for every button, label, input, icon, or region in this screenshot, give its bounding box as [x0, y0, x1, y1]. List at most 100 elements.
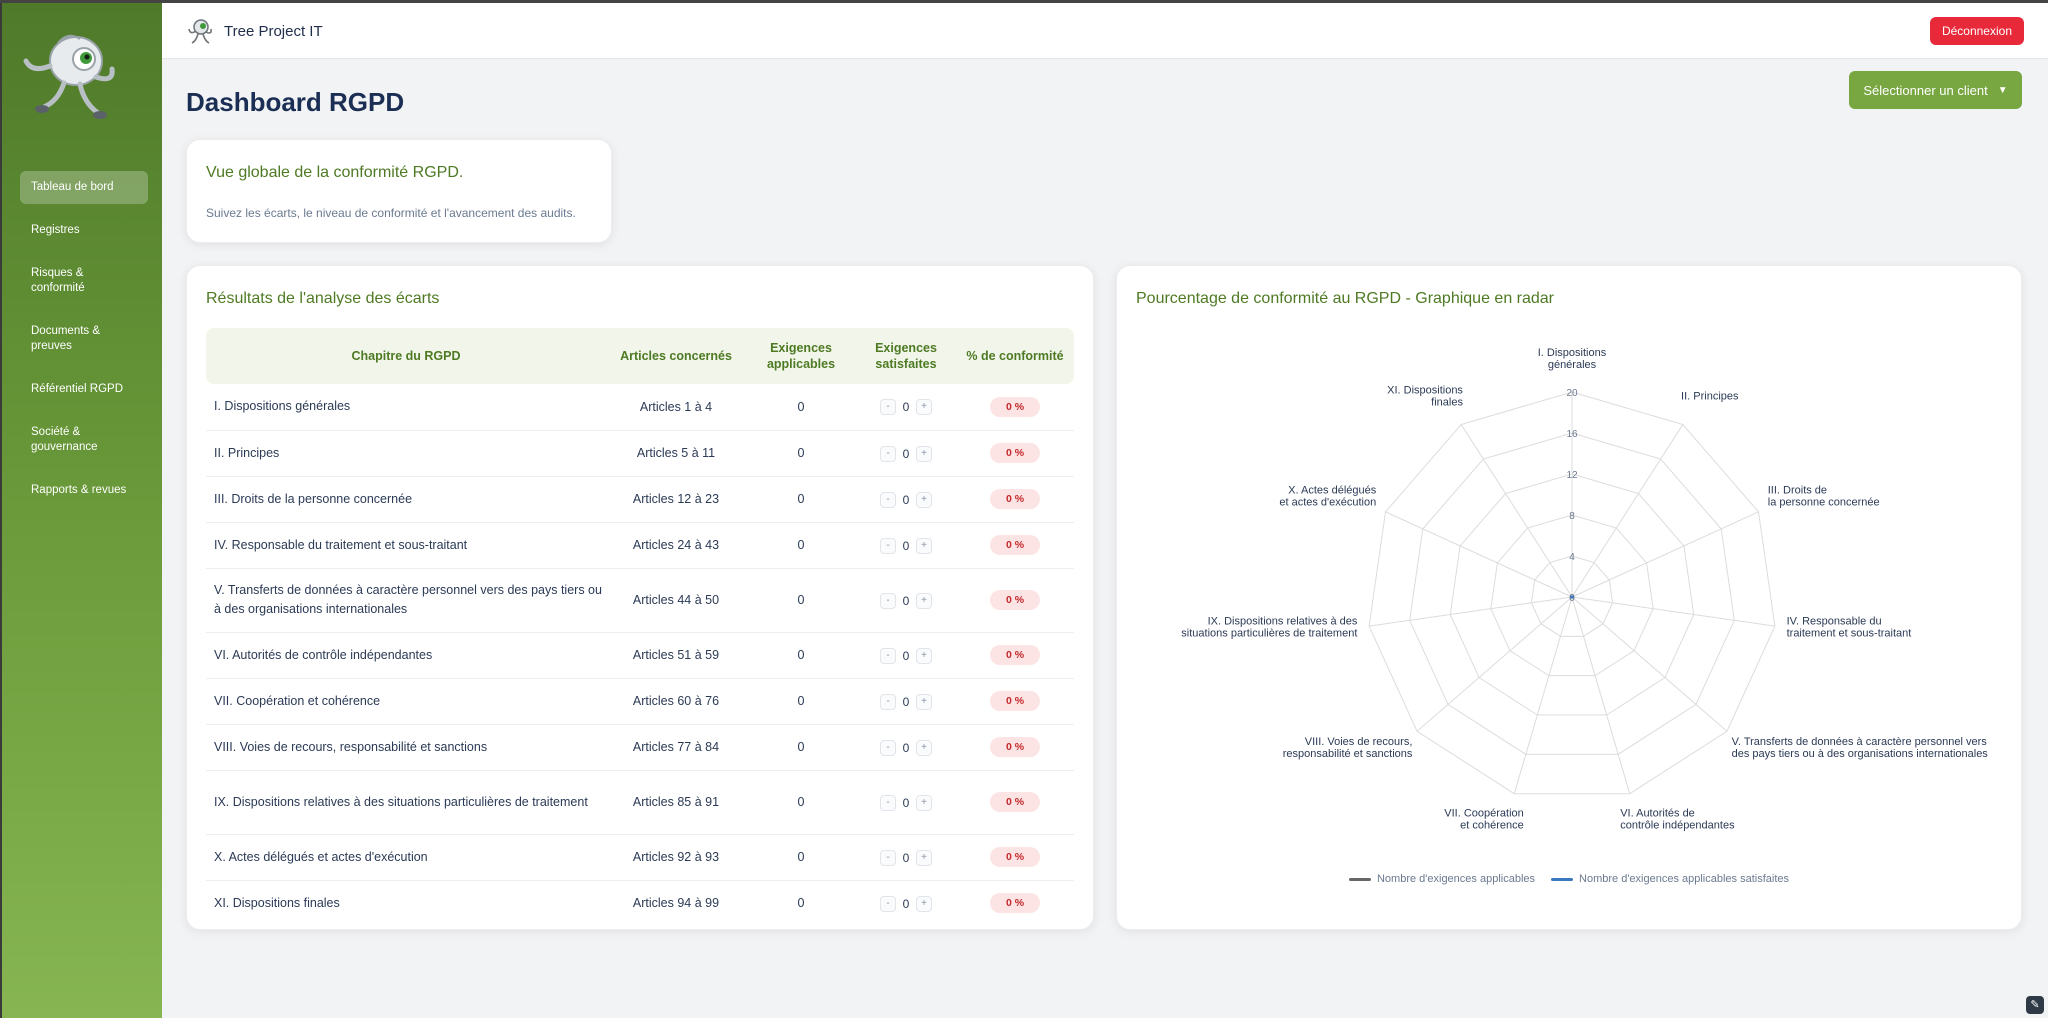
intro-title: Vue globale de la conformité RGPD.	[206, 164, 464, 181]
cell-applicable: 0	[797, 896, 805, 911]
cell-applicable: 0	[746, 430, 856, 477]
radar-axis-label: III. Droits de la personne concernée	[1768, 484, 1880, 508]
increment-button[interactable]: +	[916, 592, 932, 609]
compliance-badge: 0 %	[989, 691, 1041, 711]
sidebar-item-registres[interactable]: Registres	[31, 224, 80, 236]
radar-axis-label: IV. Responsable du traitement et sous-tra…	[1787, 615, 1912, 639]
radar-grid-ring	[1368, 391, 1776, 795]
satisfied-value[interactable]: 0	[902, 593, 910, 608]
cell-satisfied: -0 +	[856, 834, 956, 881]
gap-analysis-title: Résultats de l'analyse des écarts	[206, 290, 440, 307]
increment-button[interactable]: +	[916, 895, 932, 912]
sidebar-item-documents-preuves[interactable]: Documents & preuves	[31, 325, 101, 352]
satisfied-stepper: -0 +	[880, 537, 932, 554]
cell-compliance: 0 %	[956, 430, 1074, 477]
increment-button[interactable]: +	[916, 849, 932, 866]
decrement-button[interactable]: -	[880, 491, 896, 508]
radar-axis-label: V. Transferts de données à caractère per…	[1732, 736, 1989, 760]
cell-articles: Articles 5 à 11	[606, 430, 746, 477]
legend-label-satisfied: Nombre d'exigences applicables satisfait…	[1579, 873, 1790, 885]
table-row: IV. Responsable du traitement et sous-tr…	[206, 522, 1074, 569]
increment-button[interactable]: +	[916, 491, 932, 508]
header-chapter: Chapitre du RGPD	[206, 328, 606, 384]
decrement-button[interactable]: -	[880, 693, 896, 710]
cell-chapter: X. Actes délégués et actes d'exécution	[206, 834, 606, 881]
header-articles: Articles concernés	[606, 328, 746, 384]
cell-applicable: 0	[746, 834, 856, 881]
decrement-button[interactable]: -	[880, 849, 896, 866]
increment-button[interactable]: +	[916, 537, 932, 554]
compliance-badge: 0 %	[989, 590, 1041, 610]
decrement-button[interactable]: -	[880, 739, 896, 756]
app-name: Tree Project IT	[224, 22, 323, 40]
radar-axis-label: VII. Coopération et cohérence	[1444, 807, 1524, 831]
satisfied-value[interactable]: 0	[902, 446, 910, 461]
cell-chapter: I. Dispositions générales	[206, 384, 606, 431]
radar-grid-ring	[1490, 514, 1654, 677]
client-select-dropdown[interactable]: Sélectionner un client ▼	[1849, 71, 2022, 109]
decrement-button[interactable]: -	[880, 794, 896, 811]
satisfied-value[interactable]: 0	[902, 795, 910, 810]
satisfied-value[interactable]: 0	[902, 400, 910, 415]
increment-button[interactable]: +	[916, 794, 932, 811]
increment-button[interactable]: +	[916, 647, 932, 664]
increment-button[interactable]: +	[916, 693, 932, 710]
cell-compliance: 0 %	[956, 724, 1074, 771]
satisfied-stepper: -0 +	[880, 739, 932, 756]
header-compliance: % de conformité	[956, 328, 1074, 384]
increment-button[interactable]: +	[916, 445, 932, 462]
sidebar-item-tableau-de-bord[interactable]: Tableau de bord	[20, 171, 148, 204]
satisfied-value[interactable]: 0	[902, 492, 910, 507]
table-row: VIII. Voies de recours, responsabilité e…	[206, 724, 1074, 771]
decrement-button[interactable]: -	[880, 537, 896, 554]
radar-tick-label: 4	[1569, 552, 1575, 563]
legend-item-applicable[interactable]: Nombre d'exigences applicables	[1348, 873, 1535, 885]
satisfied-value[interactable]: 0	[902, 740, 910, 755]
cell-compliance: 0 %	[956, 678, 1074, 725]
table-row: X. Actes délégués et actes d'exécution Ar…	[206, 834, 1074, 881]
satisfied-value[interactable]: 0	[902, 896, 910, 911]
decrement-button[interactable]: -	[880, 647, 896, 664]
gap-analysis-card: Résultats de l'analyse des écarts Chapit…	[186, 265, 1094, 930]
radar-spoke	[1571, 596, 1631, 794]
cell-compliance: 0 %	[956, 770, 1074, 835]
satisfied-value[interactable]: 0	[902, 694, 910, 709]
settings-corner-icon[interactable]: ✎	[2026, 996, 2044, 1014]
satisfied-value[interactable]: 0	[902, 850, 910, 865]
logout-button[interactable]: Déconnexion	[1929, 17, 2024, 45]
decrement-button[interactable]: -	[880, 592, 896, 609]
sidebar-item-referentiel-rgpd[interactable]: Référentiel RGPD	[31, 383, 124, 395]
sidebar: Tableau de bord Registres Risques & conf…	[0, 3, 162, 1018]
increment-button[interactable]: +	[916, 399, 932, 416]
decrement-button[interactable]: -	[880, 445, 896, 462]
cell-satisfied: -0 +	[856, 678, 956, 725]
sidebar-item-risques-conformite[interactable]: Risques & conformité	[31, 267, 85, 294]
radar-legend: Nombre d'exigences applicables Nombre d'…	[1117, 873, 2021, 885]
satisfied-stepper: -0 +	[880, 647, 932, 664]
radar-spoke	[1385, 511, 1573, 598]
sidebar-item-rapports-revues[interactable]: Rapports & revues	[31, 484, 127, 496]
radar-axis-label: X. Actes délégués et actes d'exécution	[1279, 484, 1376, 508]
satisfied-value[interactable]: 0	[902, 648, 910, 663]
satisfied-value[interactable]: 0	[902, 538, 910, 553]
cell-articles: Articles 24 à 43	[606, 522, 746, 569]
cell-articles: Articles 12 à 23	[606, 476, 746, 523]
cell-chapter: IX. Dispositions relatives à des situati…	[206, 770, 606, 835]
brand[interactable]: Tree Project IT	[186, 17, 323, 45]
compliance-badge: 0 %	[989, 535, 1041, 555]
radar-chart-title: Pourcentage de conformité au RGPD - Grap…	[1136, 290, 1555, 307]
cell-applicable: 0	[746, 770, 856, 835]
decrement-button[interactable]: -	[880, 399, 896, 416]
radar-grid-ring	[1449, 473, 1695, 716]
table-header-row: Chapitre du RGPD Articles concernés Exig…	[206, 328, 1074, 384]
cell-articles: Articles 85 à 91	[606, 770, 746, 835]
cell-compliance: 0 %	[956, 384, 1074, 431]
cell-compliance: 0 %	[956, 522, 1074, 569]
legend-item-satisfied[interactable]: Nombre d'exigences applicables satisfait…	[1551, 873, 1789, 885]
increment-button[interactable]: +	[916, 739, 932, 756]
cell-articles: Articles 1 à 4	[606, 384, 746, 431]
sidebar-nav: Tableau de bord Registres Risques & conf…	[20, 171, 148, 517]
decrement-button[interactable]: -	[880, 895, 896, 912]
brand-logo-icon	[188, 19, 212, 44]
sidebar-item-societe-gouvernance[interactable]: Société & gouvernance	[31, 426, 98, 453]
